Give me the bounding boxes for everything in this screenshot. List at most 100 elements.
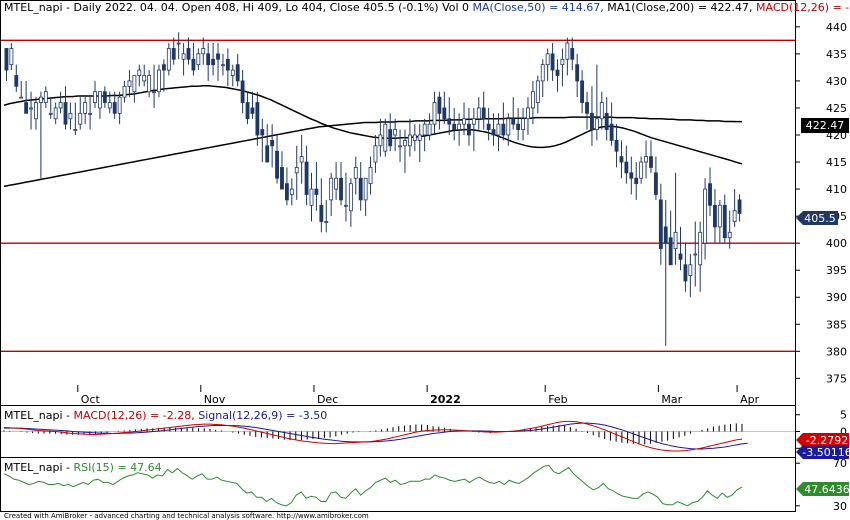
date-tick-label: Feb (548, 393, 567, 406)
candle-body (270, 139, 275, 147)
candle-body (570, 48, 575, 60)
date-tick-label: Oct (81, 393, 101, 406)
candle-body (73, 129, 78, 131)
price-tick-label: 395 (826, 264, 847, 277)
candle-body (206, 53, 211, 66)
candle-body (107, 102, 112, 109)
ma50-line-group (3, 85, 743, 165)
candle-body (688, 264, 693, 277)
candle-body (230, 69, 235, 76)
price-tick-label: 415 (826, 156, 847, 169)
candle-body (526, 107, 530, 120)
candle-body (132, 75, 137, 93)
candle-body (78, 112, 83, 125)
candle-body (560, 58, 565, 66)
rsi-header-value: RSI(15) = 47.64 (74, 461, 162, 474)
candle-body (501, 123, 506, 136)
candle-body (717, 204, 722, 228)
candle-body (407, 134, 412, 147)
rsi-header: MTEL_napi - RSI(15) = 47.64 (4, 461, 162, 474)
date-tick-label: Nov (204, 393, 226, 406)
candle-body (29, 107, 33, 110)
ma200-line-group (3, 116, 742, 188)
candle-body (255, 102, 260, 136)
candle-body (378, 134, 383, 147)
candle-body (68, 112, 73, 120)
header-ma200: MA1(Close,200) = 422.47, (604, 1, 753, 14)
candle-body (599, 102, 604, 120)
macd-header: MTEL_napi - MACD(12,26) = -2.28, Signal(… (4, 409, 327, 422)
candle-body (225, 58, 230, 71)
candle-body (260, 129, 265, 136)
candle-body (540, 64, 545, 82)
candle-body (722, 204, 727, 239)
candle-body (43, 91, 48, 103)
candle-body (38, 96, 43, 103)
candle-body (653, 172, 658, 195)
candle-body (284, 183, 289, 201)
candle-body (403, 139, 407, 147)
candle-body (363, 177, 368, 201)
candle-body (166, 48, 171, 71)
rsi-header-prefix: MTEL_napi - (4, 461, 74, 474)
close-tag-text: 405.5 (804, 212, 836, 225)
candle-body (142, 75, 147, 82)
candle-body (550, 53, 555, 71)
candle-body (506, 118, 511, 136)
candle-body (471, 118, 476, 125)
price-tick-label: 390 (826, 291, 847, 304)
candle-body (19, 96, 24, 99)
price-axis: 3753803853903954004054104154204254304354… (795, 21, 847, 385)
candle-body (658, 199, 663, 249)
candle-body (102, 91, 107, 103)
candle-body (319, 204, 324, 222)
date-tick-label: Apr (740, 393, 760, 406)
candle-body (161, 64, 166, 71)
candle-body (48, 112, 53, 115)
candle-body (565, 42, 570, 60)
candle-body (221, 64, 225, 67)
header-macd: MACD(12,26) = -2.28 (753, 1, 850, 14)
ma200-tag-text: 422.47 (806, 119, 845, 132)
price-tick-label: 380 (826, 345, 847, 358)
signal-tag-text: -3.50116 (802, 446, 850, 459)
candle-body (127, 80, 132, 87)
macd-tick-label: 5 (840, 409, 847, 422)
signal-value-tag: -3.50116 (796, 445, 850, 459)
rsi-line (3, 464, 743, 507)
candle-body (9, 48, 14, 66)
candle-body (171, 48, 176, 60)
candle-body (201, 48, 206, 55)
candle-body (590, 112, 594, 130)
price-tick-label: 385 (826, 318, 847, 331)
candle-body (619, 156, 624, 163)
candle-body (447, 118, 452, 125)
candle-body (240, 80, 245, 103)
candle-body (344, 204, 348, 207)
candle-body (673, 231, 678, 249)
candle-body (122, 85, 127, 98)
candle-body (663, 226, 668, 244)
candle-body (88, 112, 93, 115)
candle-body (496, 123, 501, 136)
ma200-value-tag: 422.47 (801, 118, 849, 133)
candle-body (58, 102, 63, 109)
candle-body (358, 177, 363, 201)
candle-body (324, 221, 329, 223)
candle-body (14, 75, 19, 87)
candle-body (398, 145, 402, 148)
candle-body (624, 161, 629, 174)
candle-body (732, 210, 737, 222)
candle-body (585, 102, 589, 114)
candle-body (309, 188, 314, 206)
candle-body (634, 177, 639, 185)
candle-body (594, 118, 599, 130)
candle-body (412, 134, 417, 141)
candle-body (176, 42, 181, 45)
candle-body (727, 231, 732, 239)
macd-header-macd: MACD(12,26) = -2.28, (74, 409, 195, 422)
rsi-tick-label: 70 (833, 457, 847, 470)
footer-credit: Created with AmiBroker - advanced charti… (4, 512, 369, 520)
candle-body (604, 112, 609, 130)
